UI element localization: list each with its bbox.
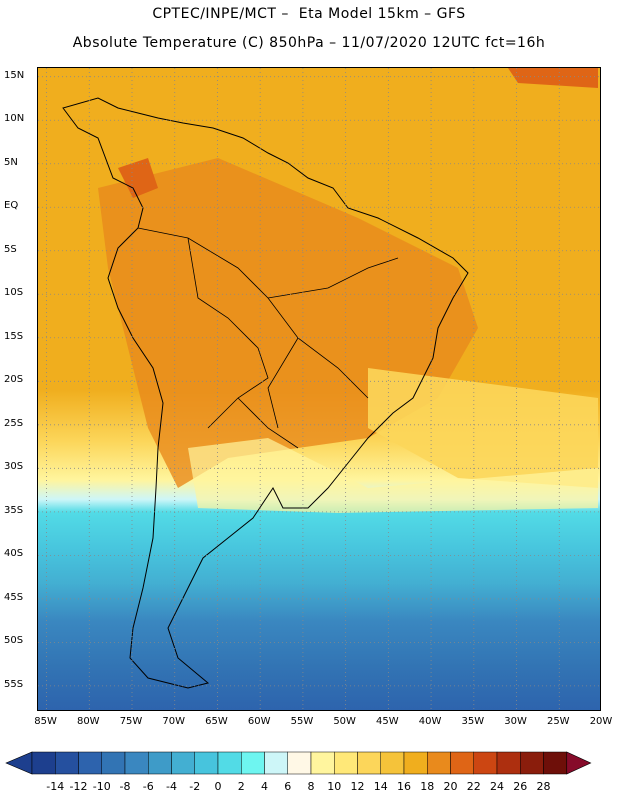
lon-tick-label: 80W	[76, 716, 100, 727]
colorbar-cell	[78, 751, 102, 775]
colorbar-cell	[101, 751, 126, 775]
colorbar-cell	[287, 751, 312, 775]
colorbar-tick-label: 14	[373, 780, 388, 793]
colorbar-cell	[148, 751, 172, 775]
colorbar-tick-label: -8	[119, 780, 131, 793]
colorbar-cell	[334, 751, 358, 775]
colorbar-tick-label: 16	[397, 780, 411, 793]
colorbar-tick-label: 8	[307, 780, 315, 793]
lon-tick-label: 25W	[546, 716, 570, 727]
lat-tick-label: 50S	[4, 635, 24, 647]
cool-yellow-east	[368, 368, 598, 488]
lat-tick-label: 5S	[4, 243, 17, 255]
colorbar-cell	[55, 751, 79, 775]
lon-tick-label: 50W	[333, 716, 356, 727]
lat-tick-label: 10N	[4, 113, 25, 125]
colorbar-cell	[403, 751, 428, 775]
colorbar-max-arrow	[566, 751, 592, 775]
lon-tick-label: 85W	[34, 716, 57, 727]
map-canvas	[38, 68, 600, 710]
lat-tick-label: 40S	[4, 548, 24, 560]
coastline	[62, 97, 469, 689]
colorbar-tick-label: -12	[69, 780, 88, 793]
hot-spot-north	[118, 158, 158, 198]
colorbar-min-arrow	[5, 751, 33, 775]
colorbar-tick-label: 4	[261, 780, 268, 793]
colorbar-cell	[264, 751, 288, 775]
chart-title: CPTEC/INPE/MCT – Eta Model 15km – GFS	[152, 6, 466, 22]
colorbar-cell	[473, 751, 498, 775]
colorbar-cell	[124, 751, 149, 775]
colorbar-cell	[357, 751, 381, 775]
lat-tick-label: 15S	[4, 330, 24, 342]
lat-tick-label: EQ	[4, 200, 19, 212]
colorbar-tick-label: -2	[189, 780, 201, 793]
colorbar-tick-label: 10	[327, 780, 342, 793]
colorbar-cell	[241, 751, 265, 775]
lat-tick-label: 20S	[4, 374, 24, 386]
lat-tick-label: 10S	[4, 287, 24, 299]
lon-tick-label: 70W	[162, 716, 186, 727]
lon-tick-label: 40W	[418, 716, 442, 727]
colorbar-tick-label: -6	[142, 780, 154, 793]
colorbar-cell	[217, 751, 242, 775]
lat-tick-label: 45S	[4, 591, 24, 603]
lat-tick-label: 15N	[4, 69, 25, 81]
lon-tick-label: 45W	[376, 716, 399, 727]
colorbar-tick-label: -10	[92, 780, 111, 793]
colorbar-tick-label: 26	[513, 780, 528, 793]
chart-subtitle: Absolute Temperature (C) 850hPa – 11/07/…	[72, 35, 546, 51]
lat-tick-label: 5N	[4, 156, 18, 168]
colorbar-tick-label: 18	[420, 780, 435, 793]
colorbar-cell	[496, 751, 521, 775]
colorbar-tick-label: 28	[536, 780, 551, 793]
colorbar-tick-label: 2	[237, 780, 245, 793]
colorbar-cell	[171, 751, 195, 775]
colorbar-cell	[520, 751, 544, 775]
colorbar-tick-label: 24	[490, 780, 504, 793]
colorbar-cell	[450, 751, 474, 775]
lon-tick-label: 60W	[247, 716, 271, 727]
lat-tick-label: 55S	[4, 678, 24, 690]
colorbar-tick-label: 0	[214, 780, 222, 793]
colorbar-cell	[194, 751, 219, 775]
lon-tick-label: 75W	[119, 716, 143, 727]
lat-tick-label: 35S	[4, 504, 24, 516]
hot-spot-northeast	[508, 68, 598, 88]
colorbar-cell	[310, 751, 335, 775]
lon-tick-label: 35W	[461, 716, 485, 727]
lon-tick-label: 30W	[504, 716, 527, 727]
colorbar-tick-label: 20	[443, 780, 458, 793]
colorbar-cell	[427, 751, 451, 775]
colorbar-tick-label: -4	[166, 780, 177, 793]
colorbar-cell	[31, 751, 56, 775]
colorbar-cell	[380, 751, 405, 775]
lat-tick-label: 25S	[4, 417, 24, 429]
colorbar-tick-label: 12	[350, 780, 365, 793]
temperature-map	[37, 67, 601, 711]
colorbar-tick-label: -14	[46, 780, 65, 793]
colorbar	[5, 751, 592, 775]
colorbar-cell	[543, 751, 567, 775]
lat-tick-label: 30S	[4, 461, 24, 473]
colorbar-tick-label: 6	[284, 780, 292, 793]
country-borders	[137, 227, 399, 449]
cool-yellow-south	[188, 438, 598, 513]
lon-tick-label: 65W	[205, 716, 228, 727]
lon-tick-label: 55W	[290, 716, 314, 727]
lon-tick-label: 20W	[589, 716, 613, 727]
colorbar-tick-label: 22	[466, 780, 481, 793]
